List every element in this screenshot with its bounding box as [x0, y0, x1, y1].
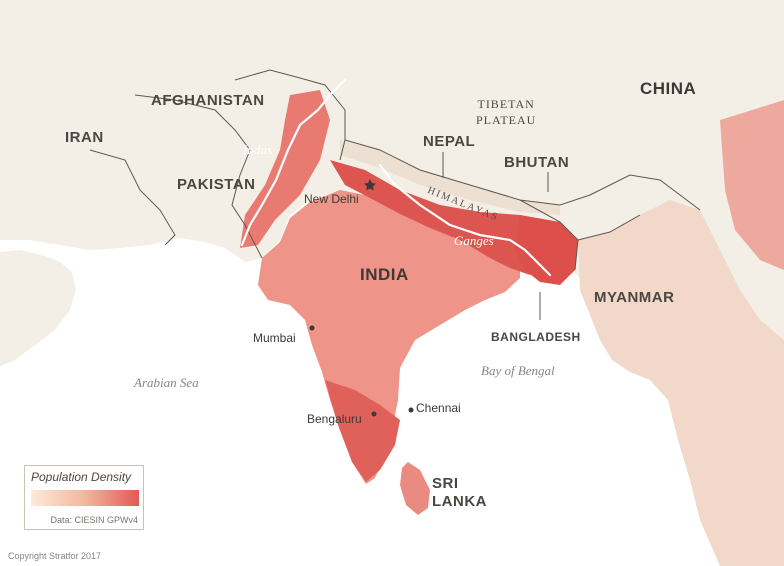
- sri-lanka-landmass: [400, 462, 430, 515]
- label-tibetan-plateau: TIBETAN PLATEAU: [476, 96, 536, 128]
- label-mumbai: Mumbai: [253, 331, 296, 345]
- south-india-density: [325, 380, 400, 482]
- label-pakistan: PAKISTAN: [177, 176, 256, 193]
- label-bay-of-bengal: Bay of Bengal: [481, 363, 555, 378]
- label-myanmar: MYANMAR: [594, 289, 675, 306]
- new-delhi-star: [364, 179, 376, 191]
- bengaluru-dot: [371, 411, 377, 417]
- label-sri-lanka-line2: LANKA: [432, 493, 487, 510]
- city-markers: [309, 179, 414, 417]
- label-new-delhi: New Delhi: [304, 192, 359, 206]
- label-bhutan: BHUTAN: [504, 154, 570, 171]
- label-ganges: Ganges: [454, 233, 494, 248]
- label-sri-lanka-line1: SRI: [432, 475, 459, 492]
- label-nepal: NEPAL: [423, 133, 476, 150]
- legend-gradient-bar: [31, 490, 139, 506]
- india-landmass: [258, 190, 520, 484]
- chennai-dot: [408, 407, 414, 413]
- label-tibetan-line2: PLATEAU: [476, 113, 537, 127]
- legend-source: Data: CIESIN GPWv4: [50, 515, 138, 525]
- density-legend: Population Density Data: CIESIN GPWv4: [24, 465, 144, 530]
- country-borders: [89, 69, 701, 271]
- bangladesh-landmass: [515, 215, 578, 285]
- oman-landmass: [0, 250, 76, 366]
- label-iran: IRAN: [65, 129, 104, 146]
- label-bangladesh: BANGLADESH: [491, 330, 581, 344]
- copyright-text: Copyright Stratfor 2017: [8, 551, 102, 561]
- legend-title: Population Density: [31, 470, 132, 484]
- china-east-density: [720, 100, 784, 270]
- ganges-river: [378, 163, 552, 277]
- label-china: CHINA: [640, 79, 697, 98]
- myanmar-landmass: [578, 200, 784, 566]
- label-bengaluru: Bengaluru: [307, 412, 362, 426]
- label-arabian-sea: Arabian Sea: [134, 375, 199, 390]
- label-indus: Indus: [243, 142, 272, 157]
- indus-valley: [240, 90, 330, 248]
- label-tibetan-line1: TIBETAN: [477, 97, 535, 111]
- mumbai-dot: [309, 325, 315, 331]
- label-chennai: Chennai: [416, 401, 461, 415]
- ganges-plain: [330, 160, 560, 275]
- label-india: INDIA: [360, 265, 409, 284]
- indus-river: [240, 78, 347, 247]
- label-afghanistan: AFGHANISTAN: [151, 92, 265, 109]
- label-sri-lanka: SRI LANKA: [432, 475, 487, 511]
- leader-lines: [442, 152, 549, 320]
- himalaya-band: [340, 140, 560, 215]
- rivers: [240, 78, 552, 277]
